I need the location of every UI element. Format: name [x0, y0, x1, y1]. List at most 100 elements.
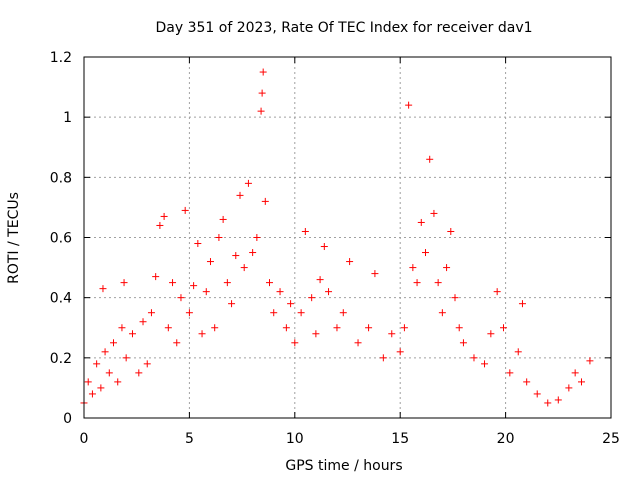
data-point	[333, 324, 341, 332]
data-point	[177, 294, 185, 302]
data-point	[259, 68, 267, 76]
data-point	[565, 384, 573, 392]
data-point	[301, 227, 309, 235]
data-point	[240, 264, 248, 272]
data-point	[253, 234, 261, 241]
data-point	[211, 324, 219, 332]
data-point	[147, 309, 155, 317]
data-point	[232, 252, 240, 260]
data-point	[320, 243, 328, 251]
y-tick-label: 0.2	[50, 351, 72, 367]
data-point	[379, 354, 387, 362]
data-point	[84, 378, 92, 386]
data-point	[185, 309, 193, 317]
data-point	[396, 348, 404, 356]
data-point	[533, 390, 541, 398]
data-point	[447, 227, 455, 235]
data-point	[228, 300, 236, 308]
data-point	[270, 309, 278, 317]
chart-title: Day 351 of 2023, Rate Of TEC Index for r…	[155, 20, 532, 36]
data-point	[287, 300, 295, 308]
data-point	[219, 215, 227, 223]
data-point	[88, 390, 96, 398]
data-point	[156, 221, 164, 229]
data-point	[164, 324, 172, 332]
y-tick-label: 1	[63, 110, 72, 126]
data-point	[223, 279, 231, 287]
data-point	[202, 288, 210, 296]
data-point	[198, 330, 206, 338]
data-point	[266, 279, 274, 287]
data-point	[413, 279, 421, 287]
data-point	[455, 324, 463, 332]
data-point	[173, 339, 181, 347]
data-point	[258, 89, 266, 97]
data-point	[152, 273, 160, 281]
y-tick-label: 0	[63, 411, 72, 427]
data-point	[194, 240, 202, 248]
data-point	[215, 234, 223, 241]
data-point	[365, 324, 373, 332]
data-point	[417, 218, 425, 226]
data-point	[421, 249, 429, 257]
data-point	[487, 330, 495, 338]
data-point	[523, 378, 531, 386]
data-point	[409, 264, 417, 272]
data-point	[160, 212, 168, 220]
data-point	[114, 378, 122, 386]
data-point	[325, 288, 333, 296]
data-point	[499, 324, 507, 332]
data-point	[405, 101, 413, 109]
data-point	[276, 288, 284, 296]
y-axis-label: ROTI / TECUs	[6, 192, 22, 284]
data-point	[97, 384, 105, 392]
y-tick-label: 0.4	[50, 291, 72, 307]
data-point	[206, 258, 214, 266]
y-tick-label: 0.8	[50, 170, 72, 186]
data-point	[244, 179, 252, 187]
data-point	[514, 348, 522, 356]
x-tick-label: 0	[80, 431, 89, 447]
data-point	[110, 339, 118, 347]
x-tick-label: 5	[185, 431, 194, 447]
data-point	[135, 369, 143, 377]
data-point	[128, 330, 136, 338]
data-point	[434, 279, 442, 287]
data-point	[122, 354, 130, 362]
data-point	[493, 288, 501, 296]
data-point	[438, 309, 446, 317]
data-point	[371, 270, 379, 278]
data-point	[470, 354, 478, 362]
data-point	[236, 191, 244, 199]
data-point	[291, 339, 299, 347]
ticks-layer: 0 5 10 15 20 25 0 0.2 0.4 0.6 0.8 1 1.2	[50, 50, 620, 447]
data-point	[105, 369, 113, 377]
data-point	[506, 369, 514, 377]
data-point	[571, 369, 579, 377]
data-point	[459, 339, 467, 347]
grid-layer	[84, 57, 611, 418]
x-tick-label: 10	[286, 431, 304, 447]
data-point	[430, 209, 438, 217]
y-tick-label: 1.2	[50, 50, 72, 66]
data-point	[261, 197, 269, 205]
data-point	[400, 324, 408, 332]
data-point	[388, 330, 396, 338]
data-point	[249, 249, 257, 257]
data-point	[426, 155, 434, 163]
data-point	[297, 309, 305, 317]
x-tick-label: 20	[497, 431, 515, 447]
data-point	[308, 294, 316, 302]
data-point	[143, 360, 151, 368]
data-point	[139, 318, 147, 326]
data-point	[544, 399, 552, 407]
data-point	[312, 330, 320, 338]
data-point	[118, 324, 126, 332]
x-tick-label: 15	[391, 431, 409, 447]
data-point	[354, 339, 362, 347]
points-layer	[80, 68, 594, 407]
y-tick-label: 0.6	[50, 231, 72, 247]
data-point	[190, 282, 198, 290]
